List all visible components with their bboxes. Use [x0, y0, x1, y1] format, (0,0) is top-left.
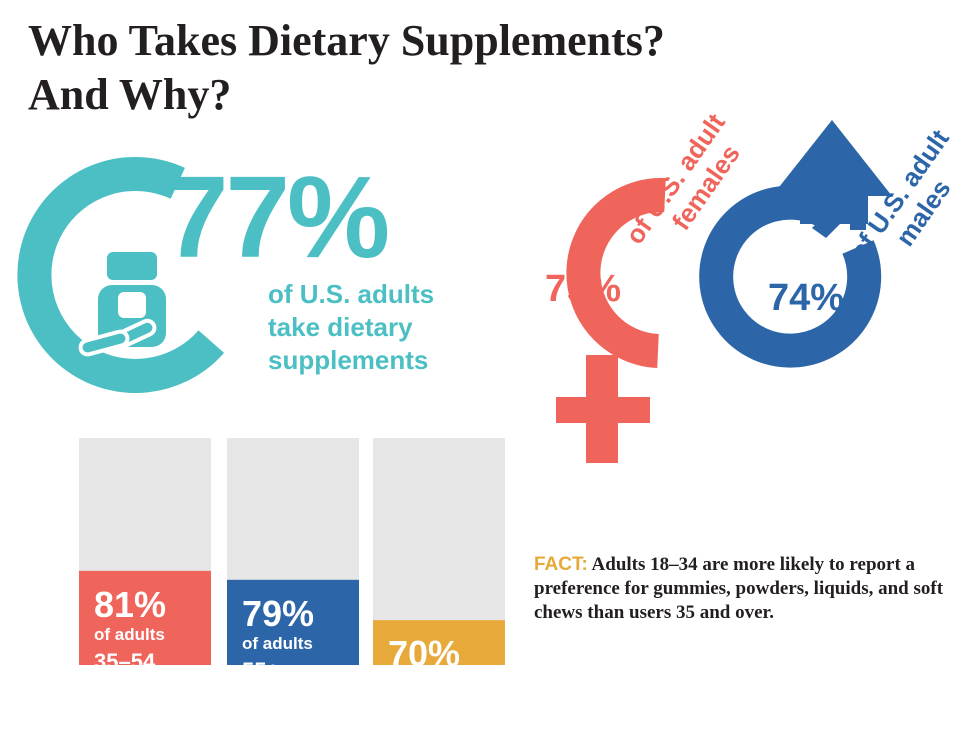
supplement-bottle-icon: [78, 252, 166, 357]
bar-percent-label: 70%: [388, 633, 461, 675]
bar-3: [373, 620, 505, 665]
overall-percent: 77%: [164, 152, 388, 282]
bar-1: [79, 570, 211, 665]
female-percent: 79%: [545, 268, 621, 310]
bar-note-label: take supplements: [94, 675, 187, 688]
title-line-1: Who Takes Dietary Supplements?: [28, 16, 665, 65]
fact-label: FACT:: [534, 554, 588, 575]
overall-ring: [17, 156, 225, 393]
fact-text: Adults 18–34 are more likely to report a…: [534, 554, 944, 623]
bar-of-label: of adults: [242, 633, 313, 653]
title-line-2: And Why?: [28, 70, 232, 119]
bar-2: [227, 579, 359, 665]
overall-caption-line-1: of U.S. adults: [268, 279, 434, 309]
female-symbol-icon: [556, 177, 666, 463]
page-title: Who Takes Dietary Supplements? And Why?: [28, 14, 665, 122]
overall-section: 77% of U.S. adults take dietary suppleme…: [17, 152, 434, 393]
bar-percent-label: 79%: [242, 592, 315, 634]
bar-label-group-3: 70% of adults 18–34 take supplements: [388, 634, 481, 738]
male-percent: 74%: [768, 277, 844, 319]
bar-category-label: 35–54: [94, 648, 156, 674]
bar-category-label: 18–34: [388, 698, 450, 724]
bar-percent-label: 81%: [94, 583, 167, 625]
age-bar-chart: [79, 438, 505, 665]
bar-label-group-1: 81% of adults 35–54 take supplements: [94, 583, 187, 689]
bar-category-label: 55+: [242, 657, 280, 683]
fact-note: FACT: Adults 18–34 are more likely to re…: [534, 553, 954, 625]
bar-of-label: of adults: [94, 624, 165, 644]
bar-note-label: take supplements: [388, 725, 481, 738]
bar-label-group-2: 79% of adults 55+ take supplements: [242, 592, 335, 698]
male-symbol-icon: [699, 120, 892, 368]
infographic-canvas: 77% of U.S. adults take dietary suppleme…: [17, 108, 957, 665]
bar-of-label: of adults: [388, 674, 459, 694]
male-section: 74% of U.S. adult males: [699, 120, 957, 368]
overall-caption-line-2: take dietary: [268, 312, 413, 342]
overall-caption-line-3: supplements: [268, 345, 428, 375]
bar-note-label: take supplements: [242, 684, 335, 697]
